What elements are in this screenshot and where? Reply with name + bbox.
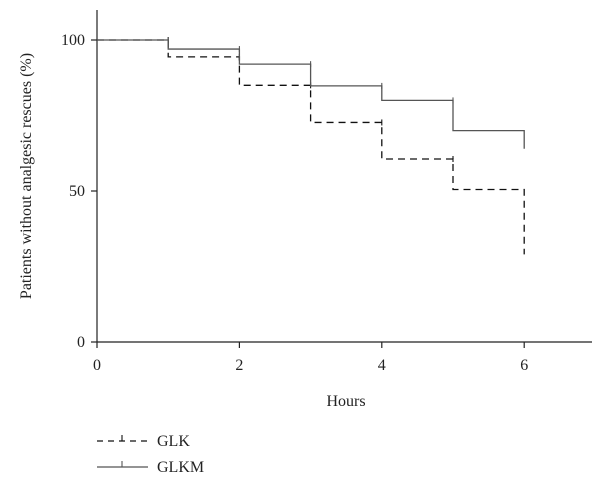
series-line-glkm <box>97 39 525 149</box>
legend-label-glk: GLK <box>157 433 190 450</box>
x-tick-label: 0 <box>93 357 101 374</box>
series-layer <box>97 37 525 255</box>
legend-item-glk: GLK <box>97 433 190 450</box>
plot-area: 0 2 4 6 0 50 100 <box>61 10 592 374</box>
x-tick-label: 6 <box>520 357 528 374</box>
legend-symbol-glk <box>97 435 148 442</box>
y-axis-label: Patients without analgesic rescues (%) <box>18 53 35 299</box>
y-ticks: 0 50 100 <box>61 32 97 351</box>
legend-symbol-glkm <box>97 461 148 468</box>
y-tick-label: 0 <box>77 334 85 351</box>
x-axis-label: Hours <box>326 393 365 410</box>
legend-item-glkm: GLKM <box>97 459 204 476</box>
x-tick-label: 2 <box>235 357 243 374</box>
legend-label-glkm: GLKM <box>157 459 204 476</box>
series-line-glk <box>97 39 525 255</box>
legend: GLK GLKM <box>97 433 204 476</box>
x-tick-label: 4 <box>378 357 386 374</box>
x-ticks: 0 2 4 6 <box>93 342 528 374</box>
y-tick-label: 50 <box>69 183 85 200</box>
y-tick-label: 100 <box>61 32 85 49</box>
